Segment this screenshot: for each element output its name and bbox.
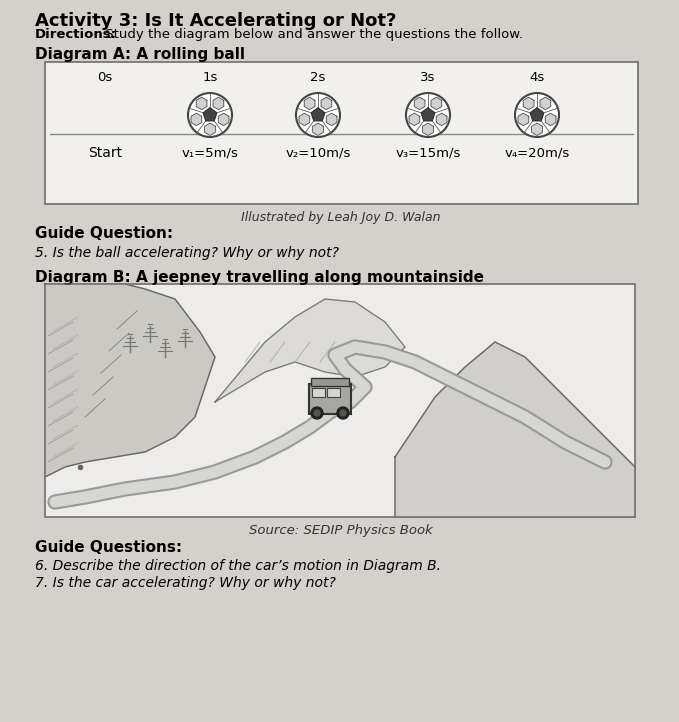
Text: v₄=20m/s: v₄=20m/s	[504, 146, 570, 159]
Polygon shape	[545, 113, 556, 126]
Polygon shape	[311, 108, 325, 121]
Text: Activity 3: Is It Accelerating or Not?: Activity 3: Is It Accelerating or Not?	[35, 12, 397, 30]
Polygon shape	[395, 342, 635, 517]
Bar	[312, 388, 325, 397]
Polygon shape	[215, 299, 405, 402]
Text: 4s: 4s	[530, 71, 545, 84]
Bar	[309, 384, 351, 414]
Polygon shape	[524, 97, 534, 110]
Polygon shape	[191, 113, 202, 126]
Polygon shape	[218, 113, 229, 126]
Text: Start: Start	[88, 146, 122, 160]
Text: 7. Is the car accelerating? Why or why not?: 7. Is the car accelerating? Why or why n…	[35, 576, 336, 590]
Text: v₁=5m/s: v₁=5m/s	[181, 146, 238, 159]
Polygon shape	[422, 123, 433, 136]
Text: Study the diagram below and answer the questions the follow.: Study the diagram below and answer the q…	[101, 28, 523, 41]
Text: v₃=15m/s: v₃=15m/s	[395, 146, 460, 159]
Polygon shape	[414, 97, 425, 110]
Text: v₂=10m/s: v₂=10m/s	[285, 146, 350, 159]
Polygon shape	[530, 108, 544, 121]
Circle shape	[340, 410, 346, 416]
Text: 0s: 0s	[97, 71, 113, 84]
Polygon shape	[540, 97, 551, 110]
Polygon shape	[203, 108, 217, 121]
Polygon shape	[299, 113, 310, 126]
Text: Directions:: Directions:	[35, 28, 117, 41]
Polygon shape	[204, 123, 215, 136]
Text: 1s: 1s	[202, 71, 218, 84]
Text: Guide Questions:: Guide Questions:	[35, 540, 182, 555]
Polygon shape	[196, 97, 207, 110]
Bar	[327, 388, 340, 397]
Text: 5. Is the ball accelerating? Why or why not?: 5. Is the ball accelerating? Why or why …	[35, 246, 339, 260]
Polygon shape	[327, 113, 337, 126]
Bar	[45, 284, 635, 517]
Text: Source: SEDIP Physics Book: Source: SEDIP Physics Book	[249, 524, 433, 537]
Circle shape	[188, 93, 232, 137]
Text: 6. Describe the direction of the car’s motion in Diagram B.: 6. Describe the direction of the car’s m…	[35, 559, 441, 573]
Text: Diagram B: A jeepney travelling along mountainside: Diagram B: A jeepney travelling along mo…	[35, 270, 484, 285]
Circle shape	[337, 407, 349, 419]
Polygon shape	[213, 97, 224, 110]
Text: Illustrated by Leah Joy D. Walan: Illustrated by Leah Joy D. Walan	[241, 211, 441, 224]
Polygon shape	[312, 123, 323, 136]
Circle shape	[515, 93, 559, 137]
Circle shape	[296, 93, 340, 137]
Text: Guide Question:: Guide Question:	[35, 226, 173, 241]
Polygon shape	[304, 97, 315, 110]
Text: Diagram A: A rolling ball: Diagram A: A rolling ball	[35, 47, 245, 62]
Polygon shape	[518, 113, 529, 126]
Text: 2s: 2s	[310, 71, 326, 84]
Circle shape	[314, 410, 320, 416]
Polygon shape	[421, 108, 435, 121]
Bar	[311, 378, 349, 386]
Polygon shape	[437, 113, 447, 126]
Polygon shape	[409, 113, 420, 126]
Text: 3s: 3s	[420, 71, 436, 84]
Polygon shape	[431, 97, 442, 110]
Polygon shape	[321, 97, 332, 110]
Circle shape	[311, 407, 323, 419]
Bar	[45, 62, 638, 204]
Polygon shape	[532, 123, 543, 136]
Circle shape	[406, 93, 450, 137]
Bar	[46, 285, 634, 516]
Polygon shape	[45, 284, 215, 477]
